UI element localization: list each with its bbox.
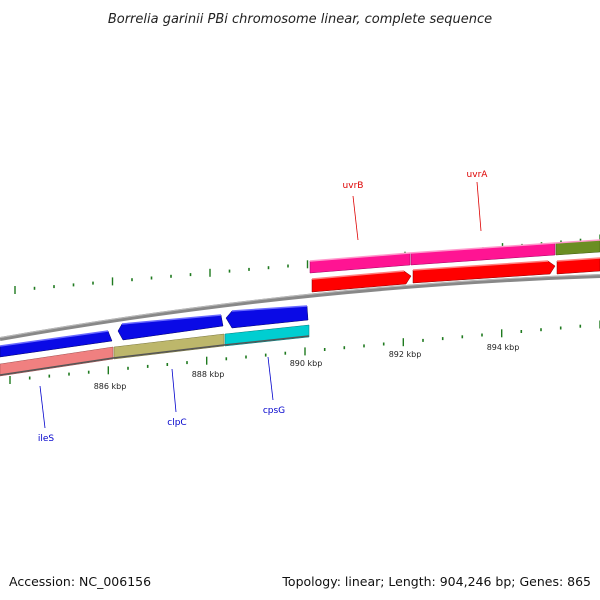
gene-arrow-clpC[interactable] — [117, 314, 224, 341]
gene-label-cpsG[interactable]: cpsG — [263, 406, 285, 416]
scale-ruler-lower — [9, 320, 600, 384]
tick-label-894: 894 kbp — [487, 343, 520, 352]
gene-label-group-clpC: clpC — [167, 368, 187, 428]
topology-summary-text: Topology: linear; Length: 904,246 bp; Ge… — [281, 574, 591, 589]
gene-bar-cpsG[interactable] — [224, 324, 310, 347]
gene-label-group-cpsG: cpsG — [263, 356, 285, 416]
gene-label-group-uvrA: uvrA — [467, 170, 489, 232]
gene-label-uvrA[interactable]: uvrA — [467, 170, 489, 180]
tick-label-886: 886 kbp — [94, 382, 127, 391]
gene-bar-uvrB[interactable] — [309, 252, 411, 274]
gene-bar-ileS[interactable] — [0, 346, 114, 377]
gene-label-clpC[interactable]: clpC — [167, 418, 186, 428]
plus-strand-category-bars — [309, 239, 600, 274]
accession-text: Accession: NC_006156 — [9, 574, 151, 589]
gene-arrow-cpsG[interactable] — [225, 305, 309, 329]
gene-label-group-uvrB: uvrB — [343, 181, 364, 241]
gene-label-ileS[interactable]: ileS — [38, 434, 55, 444]
tick-label-890: 890 kbp — [290, 359, 323, 368]
tick-label-892: 892 kbp — [389, 350, 422, 359]
chromosome-backbone — [0, 274, 600, 341]
minus-strand-arrows — [0, 305, 309, 358]
minus-strand-category-bars — [0, 324, 310, 377]
gene-label-group-ileS: ileS — [38, 385, 55, 444]
map-title: Borrelia garinii PBi chromosome linear, … — [108, 12, 492, 27]
gene-label-uvrB[interactable]: uvrB — [343, 181, 364, 191]
plus-strand-arrows — [311, 257, 600, 293]
tick-label-888: 888 kbp — [192, 370, 225, 379]
gene-bar-clpC[interactable] — [113, 333, 225, 360]
